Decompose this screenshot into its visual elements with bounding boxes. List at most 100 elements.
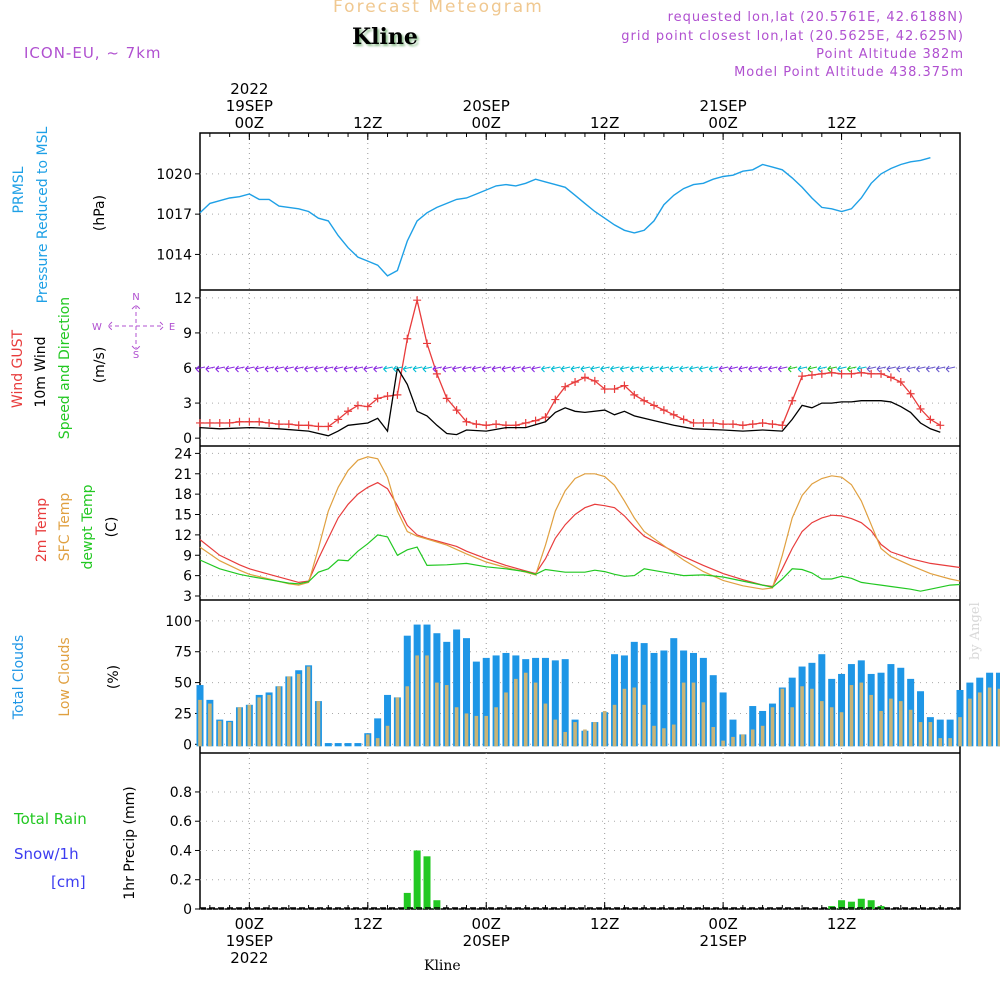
low-cloud-bar — [731, 736, 735, 747]
precip-rain-label: Total Rain — [13, 810, 87, 828]
wind-direction-arrow — [294, 365, 304, 373]
gust-marker — [867, 369, 876, 378]
y-tick-label: 1020 — [156, 167, 192, 183]
wind-direction-arrow — [550, 365, 561, 373]
rain-bar — [847, 901, 855, 909]
time-label-bottom: 21SEP — [700, 932, 747, 950]
gust-marker — [215, 418, 224, 427]
wind10m-label: 10m Wind — [33, 336, 49, 407]
wind-direction-arrow — [620, 365, 630, 373]
location-title: Kline — [352, 24, 418, 50]
gust-marker — [758, 418, 767, 427]
wind-direction-arrow — [906, 365, 916, 373]
low-cloud-bar — [908, 709, 913, 747]
wind-direction-arrow — [422, 365, 433, 373]
total-clouds-label: Total Clouds — [11, 635, 27, 720]
compass-east: E — [169, 322, 175, 333]
gust-marker — [896, 378, 905, 387]
gust-marker — [334, 415, 343, 424]
wind-direction-arrow — [254, 365, 265, 373]
gust-marker — [906, 389, 915, 398]
gust-marker — [886, 373, 895, 382]
wind-direction-arrow — [649, 365, 660, 373]
low-cloud-bar — [306, 666, 311, 747]
low-cloud-bar — [316, 701, 321, 747]
gust-marker — [561, 382, 570, 391]
wind-direction-label: Speed and Direction — [57, 297, 73, 439]
gust-marker — [669, 410, 678, 419]
low-cloud-bar — [198, 699, 202, 747]
total-cloud-bar — [946, 719, 954, 747]
rain-bar — [838, 900, 846, 909]
low-cloud-bar — [622, 688, 627, 747]
compass-rose-icon — [107, 304, 165, 351]
wind-direction-arrow — [521, 365, 531, 373]
low-cloud-bar — [968, 698, 972, 747]
low-cloud-bar — [612, 704, 617, 747]
total-cloud-bar — [699, 657, 707, 747]
low-cloud-bar — [504, 692, 508, 747]
low-cloud-bar — [839, 712, 844, 747]
gust-marker — [393, 390, 402, 399]
low-clouds-label: Low Clouds — [57, 637, 73, 716]
y-tick-label: 24 — [174, 446, 192, 462]
y-tick-label: 15 — [174, 508, 192, 524]
y-tick-label: 0.4 — [170, 843, 192, 859]
gust-marker — [205, 418, 214, 427]
low-cloud-bar — [296, 673, 301, 747]
wind-direction-arrow — [363, 365, 373, 373]
wind-direction-arrow — [777, 365, 788, 373]
gust-marker — [709, 418, 718, 427]
total-cloud-bar — [354, 743, 362, 747]
low-cloud-bar — [820, 701, 824, 747]
wind-direction-arrow — [698, 365, 709, 373]
total-cloud-bar — [492, 655, 500, 747]
low-cloud-bar — [405, 686, 410, 747]
wind-direction-arrow — [856, 365, 867, 373]
gust-marker — [778, 421, 787, 430]
gust-marker — [916, 404, 925, 413]
wind-direction-arrow — [393, 365, 403, 373]
wind-direction-arrow — [323, 365, 334, 373]
gust-marker — [284, 420, 293, 429]
time-label-top: 00Z — [708, 114, 737, 132]
gust-marker — [620, 381, 629, 390]
time-label-bottom: 00Z — [708, 915, 737, 933]
time-label-bottom: 12Z — [353, 915, 382, 933]
low-cloud-bar — [671, 724, 676, 747]
plot-frame — [199, 132, 961, 910]
gust-marker — [788, 396, 797, 405]
gust-marker — [363, 402, 372, 411]
low-cloud-bar — [681, 682, 686, 747]
gust-marker — [738, 421, 747, 430]
gust-marker — [373, 394, 382, 403]
low-cloud-bar — [879, 710, 883, 747]
y-tick-label: 3 — [183, 396, 192, 412]
gust-marker — [807, 371, 816, 380]
low-cloud-bar — [395, 697, 400, 747]
low-cloud-bar — [958, 717, 962, 747]
compass-west: W — [92, 322, 102, 333]
gust-marker — [413, 296, 422, 305]
requested-coords: requested lon,lat (20.5761E, 42.6188N) — [667, 10, 964, 25]
wind-direction-arrow — [580, 365, 591, 373]
pressure-line — [199, 157, 931, 277]
rain-bar — [413, 850, 421, 909]
total-cloud-bar — [462, 638, 470, 747]
gust-marker — [551, 395, 560, 404]
wind-direction-arrow — [304, 365, 314, 373]
total-cloud-bar — [749, 706, 757, 747]
gust-marker — [462, 417, 471, 426]
gust-marker — [877, 369, 886, 378]
low-cloud-bar — [928, 722, 933, 747]
wind-direction-arrow — [639, 365, 650, 373]
total-cloud-bar — [324, 743, 332, 747]
total-cloud-bar — [384, 694, 392, 747]
low-cloud-bar — [523, 672, 528, 747]
y-tick-label: 3 — [183, 589, 192, 605]
low-cloud-bar — [938, 738, 943, 747]
time-label-top: 2022 — [230, 80, 268, 98]
total-cloud-bar — [709, 675, 717, 747]
low-cloud-bar — [474, 715, 479, 747]
wind-direction-arrow — [610, 365, 620, 373]
